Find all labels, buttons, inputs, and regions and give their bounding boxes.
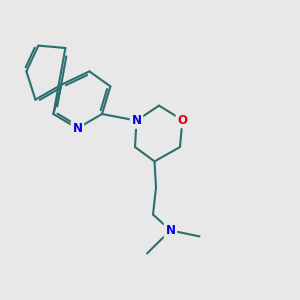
- Text: O: O: [177, 113, 188, 127]
- Text: N: N: [72, 122, 82, 135]
- Text: N: N: [131, 114, 142, 127]
- Text: N: N: [165, 224, 176, 237]
